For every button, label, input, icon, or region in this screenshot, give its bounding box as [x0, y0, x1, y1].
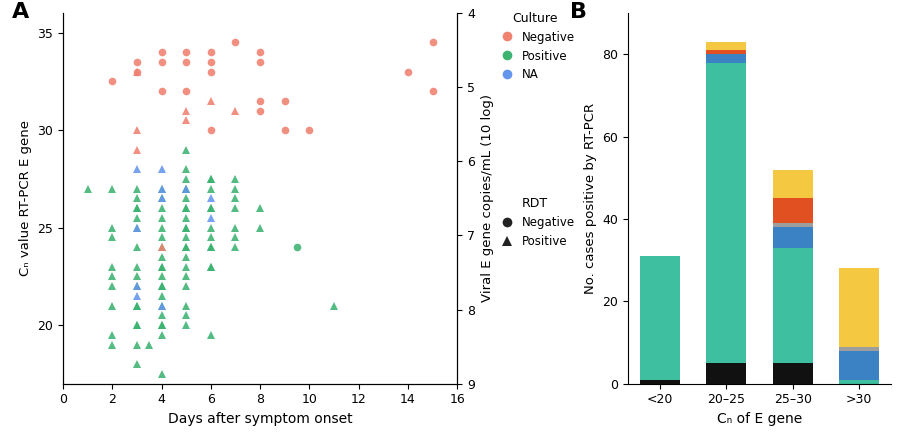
Bar	[773, 223, 813, 227]
Bar	[706, 42, 746, 50]
Text: A: A	[12, 2, 29, 22]
Bar	[706, 54, 746, 63]
Bar	[773, 170, 813, 198]
Legend: Negative, Positive: Negative, Positive	[495, 197, 575, 248]
X-axis label: Cₙ of E gene: Cₙ of E gene	[717, 412, 802, 426]
Bar	[773, 227, 813, 248]
Bar	[640, 380, 680, 384]
Bar	[706, 363, 746, 384]
Bar	[773, 248, 813, 363]
Bar	[640, 256, 680, 380]
Y-axis label: No. cases positive by RT-PCR: No. cases positive by RT-PCR	[584, 103, 597, 294]
Bar	[839, 269, 879, 347]
Y-axis label: Viral E gene copies/mL (10 log): Viral E gene copies/mL (10 log)	[481, 94, 493, 303]
Bar	[773, 363, 813, 384]
Bar	[706, 63, 746, 363]
Bar	[839, 380, 879, 384]
Text: B: B	[571, 2, 588, 22]
Bar	[839, 347, 879, 351]
Bar	[706, 50, 746, 54]
Bar	[773, 198, 813, 223]
X-axis label: Days after symptom onset: Days after symptom onset	[167, 412, 353, 426]
Bar	[839, 351, 879, 380]
Y-axis label: Cₙ value RT-PCR E gene: Cₙ value RT-PCR E gene	[19, 120, 32, 277]
